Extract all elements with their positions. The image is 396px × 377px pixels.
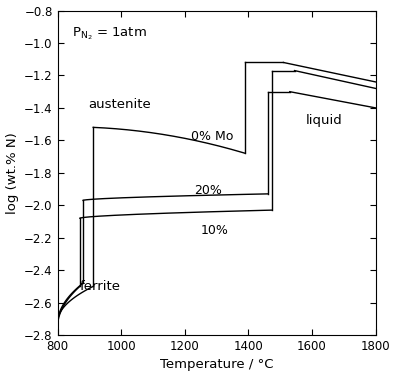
Text: liquid: liquid	[306, 114, 343, 127]
Text: 0% Mo: 0% Mo	[191, 130, 234, 143]
Text: 10%: 10%	[201, 224, 228, 238]
Text: ferrite: ferrite	[80, 280, 121, 293]
Text: $\mathrm{P_{N_2}}$ = 1atm: $\mathrm{P_{N_2}}$ = 1atm	[72, 26, 147, 42]
Y-axis label: log (wt.% N): log (wt.% N)	[6, 132, 19, 214]
Text: 20%: 20%	[194, 184, 222, 197]
X-axis label: Temperature / °C: Temperature / °C	[160, 359, 273, 371]
Text: austenite: austenite	[88, 98, 150, 111]
